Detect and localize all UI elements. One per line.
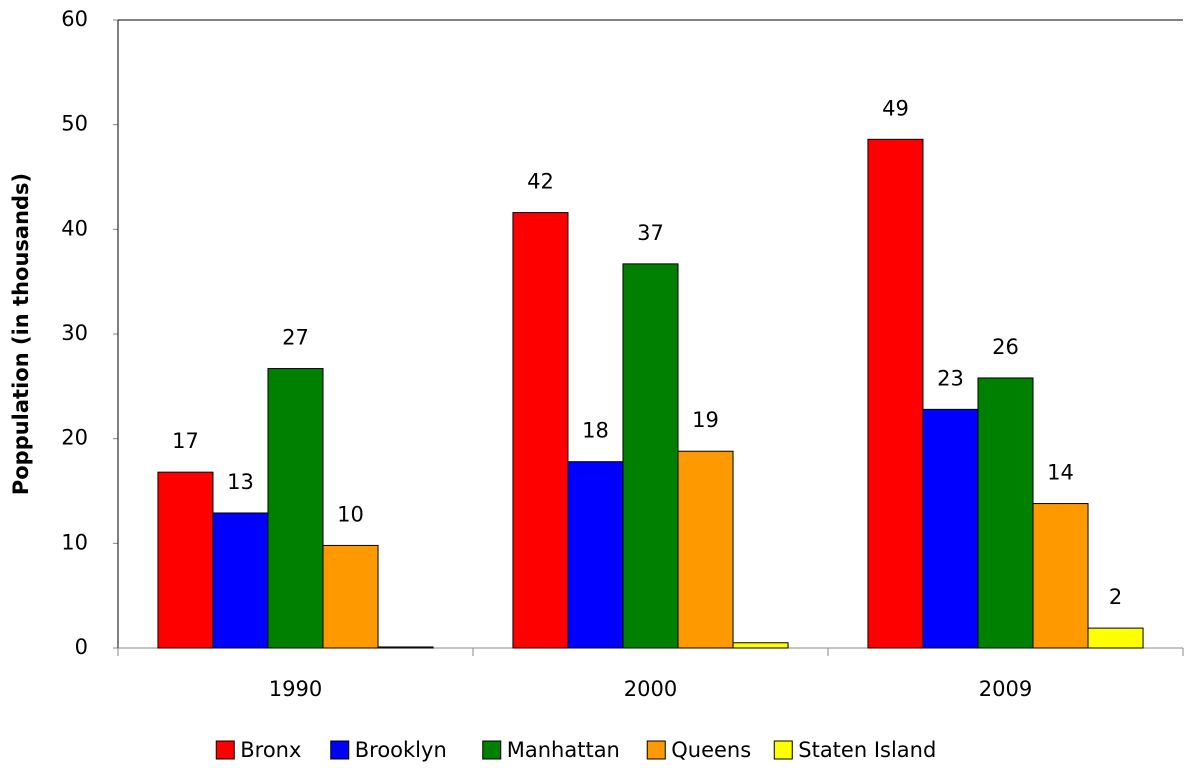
data-label: 37 [637, 221, 664, 245]
data-label: 42 [527, 170, 554, 194]
bar [1032, 503, 1089, 649]
bar [377, 646, 434, 649]
legend-label: Bronx [240, 738, 301, 762]
bar [322, 544, 379, 649]
data-label: 18 [582, 419, 609, 443]
bar [732, 642, 789, 649]
y-tick-label: 50 [61, 112, 88, 136]
bar [1087, 627, 1144, 649]
legend-swatch [482, 740, 502, 760]
bar [622, 263, 679, 649]
y-tick-label: 20 [61, 426, 88, 450]
legend-label: Queens [671, 738, 751, 762]
data-label: 10 [337, 502, 364, 526]
data-label: 2 [1109, 585, 1122, 609]
legend-label: Staten Island [798, 738, 936, 762]
y-tick-label: 40 [61, 216, 88, 240]
bar [267, 368, 324, 649]
x-tick-label: 1990 [269, 677, 322, 701]
y-tick-label: 0 [75, 635, 88, 659]
bar [677, 450, 734, 649]
x-tick-label: 2009 [979, 677, 1032, 701]
legend-label: Manhattan [507, 738, 620, 762]
y-tick-label: 10 [61, 530, 88, 554]
data-label: 26 [992, 335, 1019, 359]
legend-label: Brooklyn [355, 738, 447, 762]
y-tick-label: 30 [61, 321, 88, 345]
y-tick-label: 60 [61, 7, 88, 31]
y-axis-title: Poppulation (in thousands) [9, 173, 33, 495]
data-label: 23 [937, 366, 964, 390]
bar [867, 138, 924, 649]
data-label: 19 [692, 408, 719, 432]
data-label: 27 [282, 326, 309, 350]
x-tick-label: 2000 [624, 677, 677, 701]
bar [567, 461, 624, 649]
legend-swatch [215, 740, 235, 760]
bar [212, 512, 269, 649]
data-label: 14 [1047, 461, 1074, 485]
legend-swatch [646, 740, 666, 760]
legend-swatch [330, 740, 350, 760]
data-label: 17 [172, 429, 199, 453]
data-label: 13 [227, 470, 254, 494]
legend-swatch [773, 740, 793, 760]
bar [977, 377, 1034, 649]
bar [512, 212, 569, 649]
bar [157, 471, 214, 649]
bar [922, 408, 979, 649]
data-label: 49 [882, 96, 909, 120]
